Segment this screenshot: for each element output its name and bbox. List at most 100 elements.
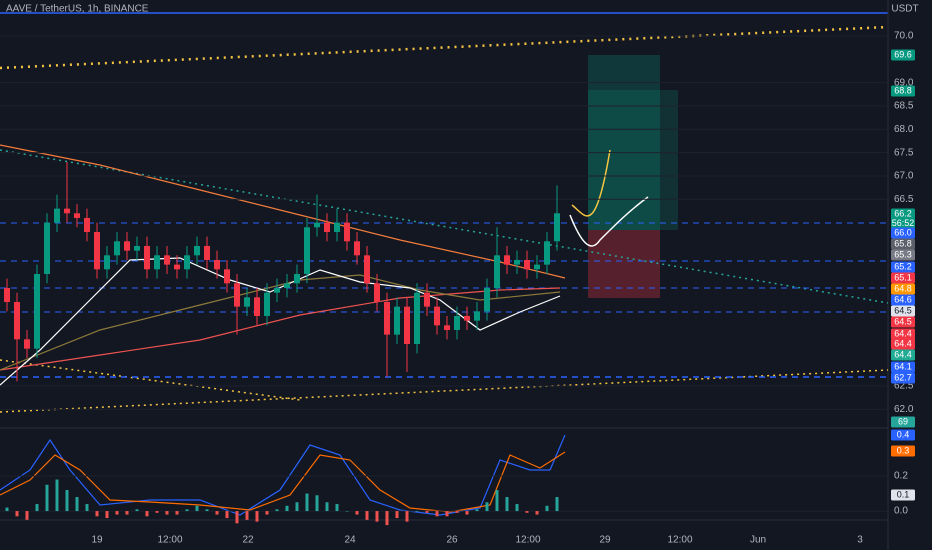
price-badge: 69 <box>891 416 915 428</box>
candle-body <box>264 292 270 316</box>
y-tick-label: 62.0 <box>894 404 914 415</box>
badge-label: 69.6 <box>894 49 912 59</box>
candle-body <box>464 315 470 321</box>
badge-label: 65.3 <box>894 249 912 259</box>
symbol-title: AAVE / TetherUS, 1h, BINANCE <box>6 4 149 15</box>
macd-histogram-bar <box>155 511 159 513</box>
price-badge: 66.256:52 <box>891 208 915 229</box>
candle-body <box>124 241 130 251</box>
candle-body <box>154 255 160 270</box>
price-badge: 62.7 <box>891 372 915 384</box>
badge-box <box>891 238 915 250</box>
candle-body <box>164 255 170 265</box>
badge-label: 65.2 <box>894 261 912 271</box>
macd-histogram-bar <box>375 511 379 522</box>
macd-histogram-bar <box>185 509 189 512</box>
macd-histogram-bar <box>25 511 29 520</box>
price-badge: 64.6 <box>891 294 915 306</box>
price-badge: 65.1 <box>891 272 915 284</box>
macd-histogram-bar <box>365 511 369 520</box>
macd-histogram-bar <box>405 511 409 522</box>
macd-histogram-bar <box>465 511 469 515</box>
candle-body <box>494 255 500 288</box>
candle-body <box>214 259 220 270</box>
trend-line <box>0 369 889 413</box>
candle-body <box>24 339 30 349</box>
countdown: 56:52 <box>892 218 915 228</box>
price-badge: 64.4 <box>891 328 915 340</box>
candle-body <box>504 255 510 265</box>
moving-average <box>0 274 561 371</box>
x-tick-label: 12:00 <box>157 535 182 546</box>
macd-histogram-bar <box>275 509 279 512</box>
badge-label: 64.4 <box>894 338 912 348</box>
x-tick-label: 12:00 <box>667 535 692 546</box>
price-badge: 64.8 <box>891 283 915 295</box>
candle-body <box>64 208 70 214</box>
macd-histogram-bar <box>395 511 399 519</box>
candle-body <box>324 222 330 232</box>
candle-body <box>354 241 360 256</box>
price-badge: 0.1 <box>891 489 915 501</box>
candle-body <box>394 306 400 335</box>
price-badge: 0.4 <box>891 429 915 441</box>
macd-histogram-bar <box>125 511 129 515</box>
macd-histogram-bar <box>15 511 19 517</box>
macd-histogram-bar <box>445 511 449 517</box>
y-tick-label: 68.5 <box>894 101 914 112</box>
candle-body <box>444 325 450 330</box>
price-badge: 64.1 <box>891 361 915 373</box>
candle-body <box>274 287 280 293</box>
y-tick-label: 0.0 <box>894 506 908 517</box>
badge-box <box>891 349 915 361</box>
moving-average <box>0 287 561 371</box>
x-tick-label: 12:00 <box>515 535 540 546</box>
candle-body <box>184 255 190 270</box>
candle-body <box>484 287 490 312</box>
candle-body <box>144 245 150 270</box>
macd-histogram-bar <box>495 490 499 512</box>
y-tick-label: 67.0 <box>894 171 914 182</box>
badge-label: 0.4 <box>897 429 910 439</box>
x-tick-label: Jun <box>750 535 766 546</box>
y-tick-label: 62.5 <box>894 381 914 392</box>
badge-label: 64.6 <box>894 294 912 304</box>
candle-body <box>194 245 200 256</box>
badge-box <box>891 249 915 261</box>
badge-box <box>891 361 915 373</box>
candle-body <box>174 264 180 270</box>
x-tick-label: 24 <box>344 535 356 546</box>
badge-box <box>891 294 915 306</box>
macd-histogram-bar <box>285 505 289 512</box>
y-tick-label: 69.0 <box>894 77 914 88</box>
candle-body <box>234 283 240 307</box>
price-badge: 64.4 <box>891 338 915 350</box>
badge-label: 0.1 <box>897 489 910 499</box>
macd-histogram-bar <box>165 511 169 515</box>
macd-histogram-bar <box>5 507 9 512</box>
x-tick-label: 3 <box>857 535 863 546</box>
y-tick-label: 70.0 <box>894 31 914 42</box>
macd-histogram-bar <box>265 511 269 515</box>
macd-histogram-bar <box>325 502 329 512</box>
price-badge: 64.4 <box>891 349 915 361</box>
badge-box <box>891 283 915 295</box>
macd-histogram-bar <box>55 479 59 512</box>
candle-body <box>544 241 550 265</box>
macd-histogram-bar <box>355 511 359 515</box>
currency: USDT <box>891 4 918 15</box>
signal-line <box>0 451 566 513</box>
badge-box <box>891 227 915 239</box>
macd-histogram-bar <box>345 511 349 512</box>
price-badge: 65.3 <box>891 249 915 261</box>
macd-histogram-bar <box>135 509 139 512</box>
badge-label: 64.5 <box>894 316 912 326</box>
badge-box <box>891 208 915 229</box>
price-badge: 65.8 <box>891 238 915 250</box>
badge-label: 0.3 <box>897 445 910 455</box>
y-tick-label: 68.0 <box>894 124 914 135</box>
candle-body <box>314 222 320 228</box>
macd-histogram-bar <box>475 509 479 512</box>
candle-body <box>254 297 260 316</box>
badge-box <box>891 445 915 457</box>
